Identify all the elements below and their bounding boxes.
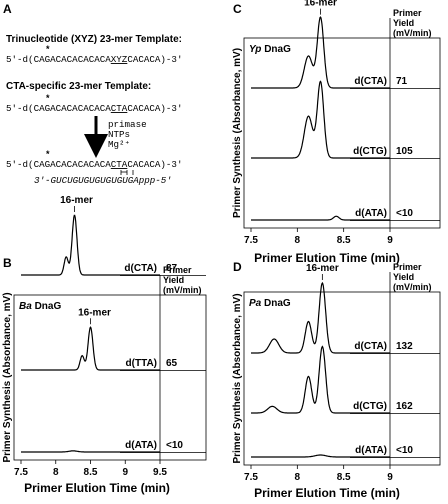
trace-data xyxy=(21,450,160,453)
trace-data xyxy=(251,454,390,458)
y-axis-label: Primer Synthesis (Absorbance, mV) xyxy=(2,292,13,462)
series-yield: <10 xyxy=(396,445,413,456)
cta-template-sequence-2: 5'-d(CAGACACACACACACTACACACA)-3' xyxy=(6,159,182,170)
series-yield: 71 xyxy=(396,76,408,87)
x-tick-label: 7.5 xyxy=(244,235,258,246)
peak-label-16mer: 16-mer xyxy=(306,263,339,274)
trace-dtta xyxy=(21,326,160,371)
tri-template-sequence: 5'-d(CAGACACACACACAXYZCACACA)-3' xyxy=(6,54,182,65)
yield-header-line: Yield xyxy=(393,272,414,282)
x-tick-label: 8 xyxy=(295,235,301,246)
series-yield: <10 xyxy=(166,440,183,451)
x-tick-label: 7.5 xyxy=(14,467,28,478)
x-tick-label: 8.5 xyxy=(84,467,98,478)
yield-header-line: Yield xyxy=(163,275,184,285)
x-tick-label: 8 xyxy=(53,467,59,478)
enzyme-label: Yp DnaG xyxy=(249,44,291,55)
series-label: d(CTG) xyxy=(353,401,387,412)
yield-header-line: Primer xyxy=(393,8,422,18)
series-yield: 132 xyxy=(396,341,413,352)
enzyme-label: Ba DnaG xyxy=(19,301,61,312)
peak-label-16mer: 16-mer xyxy=(60,195,93,206)
plot-frame xyxy=(243,37,441,229)
series-label: d(CTG) xyxy=(353,146,387,157)
plot-frame xyxy=(13,294,207,461)
trace-dctg xyxy=(251,80,390,159)
peak-label-16mer: 16-mer xyxy=(304,0,337,9)
reaction-mg: Mg²⁺ xyxy=(108,139,130,150)
cta-star-mark-2: * xyxy=(46,149,50,159)
trace-dcta xyxy=(251,281,390,354)
panel-a-label: A xyxy=(3,2,12,16)
panel-a: A Trinucleotide (XYZ) 23-mer Template: *… xyxy=(3,2,182,186)
series-label: d(ATA) xyxy=(355,208,387,219)
series-yield: 87 xyxy=(166,263,178,274)
x-tick-label: 9 xyxy=(387,235,393,246)
tri-star-mark: * xyxy=(46,44,50,54)
x-tick-label: 7.5 xyxy=(244,472,258,483)
series-label: d(CTA) xyxy=(354,76,387,87)
trace-dcta xyxy=(21,214,160,276)
y-axis-label: Primer Synthesis (Absorbance, mV) xyxy=(232,293,243,463)
yield-header-line: Primer xyxy=(163,265,192,275)
x-axis-label: Primer Elution Time (min) xyxy=(254,486,400,500)
yield-header-line: (mV/min) xyxy=(163,285,202,295)
series-label: d(CTA) xyxy=(354,341,387,352)
trinucleotide-template-title: Trinucleotide (XYZ) 23-mer Template: xyxy=(6,34,182,45)
peak-label-16mer: 16-mer xyxy=(78,307,111,318)
series-yield: <10 xyxy=(396,208,413,219)
cta-star-mark: * xyxy=(46,93,50,103)
reaction-primase: primase xyxy=(108,119,147,130)
x-tick-label: 9 xyxy=(122,467,128,478)
x-axis-label: Primer Elution Time (min) xyxy=(254,251,400,265)
panel-d-label: D xyxy=(233,260,242,274)
primer-sequence: 3'-GUCUGUGUGUGUGUGAppp-5' xyxy=(34,175,172,186)
x-tick-label: 9 xyxy=(387,472,393,483)
series-label: d(CTA) xyxy=(124,263,157,274)
series-label: d(ATA) xyxy=(355,445,387,456)
yield-header-line: (mV/min) xyxy=(393,282,432,292)
panel-c-label: C xyxy=(233,2,242,16)
series-yield: 162 xyxy=(396,401,413,412)
yield-header-line: Yield xyxy=(393,18,414,28)
x-tick-label: 9.5 xyxy=(153,467,167,478)
yield-header-line: Primer xyxy=(393,262,422,272)
trace-dctg xyxy=(251,345,390,414)
x-tick-label: 8 xyxy=(295,472,301,483)
cta-template-title: CTA-specific 23-mer Template: xyxy=(6,81,151,92)
series-label: d(TTA) xyxy=(126,358,157,369)
trace-dcta xyxy=(251,16,390,89)
x-tick-label: 8.5 xyxy=(337,472,351,483)
plot-frame xyxy=(243,291,441,466)
reaction-ntps: NTPs xyxy=(108,129,130,140)
x-tick-label: 8.5 xyxy=(337,235,351,246)
yield-header-line: (mV/min) xyxy=(393,28,432,38)
series-yield: 65 xyxy=(166,358,178,369)
y-axis-label: Primer Synthesis (Absorbance, mV) xyxy=(232,48,243,218)
series-label: d(ATA) xyxy=(125,440,157,451)
enzyme-label: Pa DnaG xyxy=(249,298,291,309)
series-yield: 105 xyxy=(396,146,413,157)
trace-data xyxy=(251,215,390,221)
x-axis-label: Primer Elution Time (min) xyxy=(24,481,170,495)
base-pair-ticks xyxy=(120,170,134,175)
panel-b-label: B xyxy=(3,256,12,270)
cta-template-sequence: 5'-d(CAGACACACACACACTACACACA)-3' xyxy=(6,103,182,114)
